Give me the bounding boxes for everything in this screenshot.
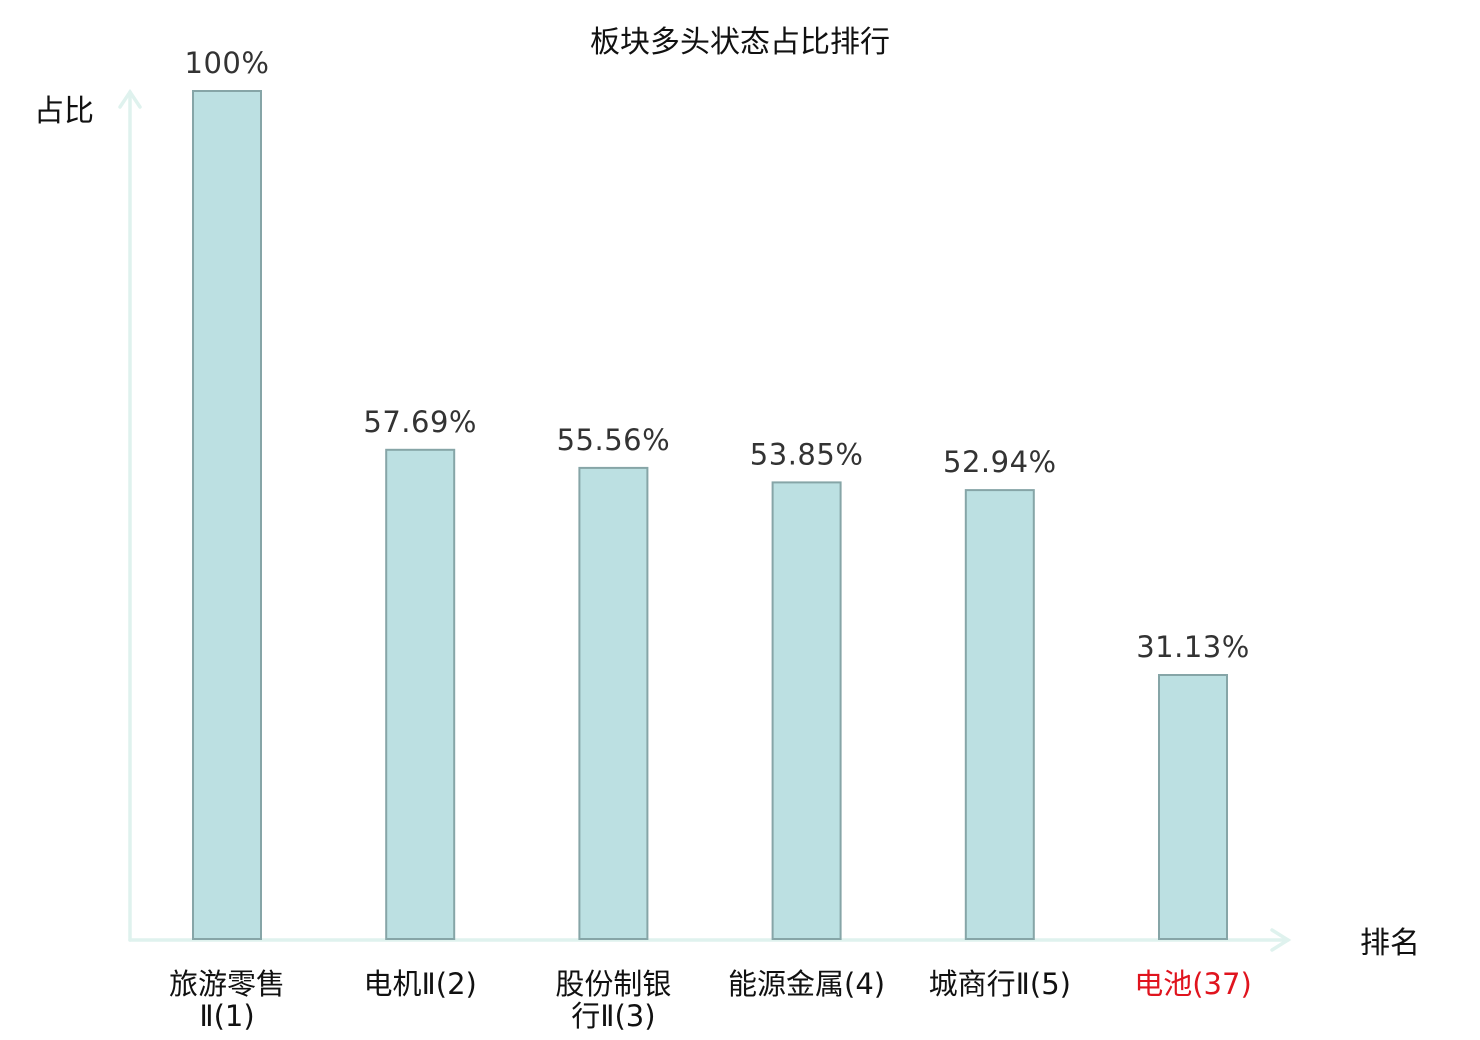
category-label-line: 电池(37) bbox=[1134, 967, 1252, 1001]
bar bbox=[192, 90, 262, 940]
category-label: 股份制银行Ⅱ(3) bbox=[555, 967, 671, 1033]
value-label: 57.69% bbox=[363, 405, 477, 439]
bar bbox=[771, 481, 842, 940]
value-label: 55.56% bbox=[557, 423, 671, 457]
category-label-line: 城商行Ⅱ(5) bbox=[929, 967, 1071, 1001]
category-label: 能源金属(4) bbox=[728, 967, 885, 1001]
category-label-line: Ⅱ(1) bbox=[199, 999, 254, 1033]
value-labels-group: 100% 57.69% 55.56% 53.85% 52.94% 31.13% bbox=[185, 46, 1250, 664]
category-label-line: 行Ⅱ(3) bbox=[571, 999, 655, 1033]
value-label: 52.94% bbox=[943, 445, 1057, 479]
bar bbox=[385, 448, 456, 940]
bar bbox=[1158, 674, 1228, 940]
y-axis-label: 占比 bbox=[34, 94, 94, 129]
bar bbox=[964, 489, 1035, 940]
category-label-line: 能源金属(4) bbox=[728, 967, 885, 1001]
category-label: 城商行Ⅱ(5) bbox=[929, 967, 1071, 1001]
category-label-line: 电机Ⅱ(2) bbox=[364, 967, 477, 1001]
category-labels-group: 旅游零售 Ⅱ(1) 电机Ⅱ(2) 股份制银行Ⅱ(3) 能源金属(4) 城商行Ⅱ(5) 电池(… bbox=[169, 967, 1252, 1033]
bars-group bbox=[192, 90, 1228, 940]
chart-title: 板块多头状态占比排行 bbox=[590, 25, 890, 60]
x-axis-arrow bbox=[1270, 928, 1292, 952]
x-axis-label: 排名 bbox=[1360, 926, 1420, 961]
bar bbox=[578, 466, 649, 940]
category-label-line: 旅游零售 bbox=[169, 967, 285, 1001]
category-label: 电池(37) bbox=[1134, 967, 1252, 1001]
category-label: 旅游零售 Ⅱ(1) bbox=[169, 967, 285, 1033]
value-label: 31.13% bbox=[1136, 630, 1250, 664]
value-label: 53.85% bbox=[750, 437, 864, 471]
y-axis-arrow bbox=[118, 88, 142, 109]
value-label: 100% bbox=[185, 46, 270, 80]
category-label-line: 股份制银 bbox=[555, 967, 671, 1001]
axes bbox=[118, 88, 1292, 952]
category-label: 电机Ⅱ(2) bbox=[364, 967, 477, 1001]
